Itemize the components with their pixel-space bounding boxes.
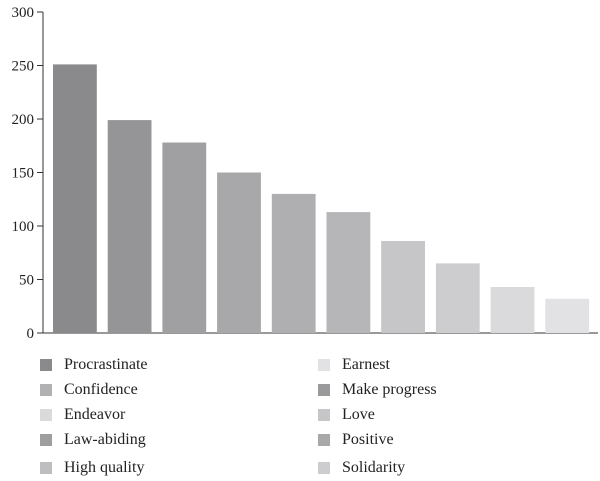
bar-endeavor (490, 287, 535, 333)
y-tick-label: 250 (12, 59, 35, 75)
y-tick-label: 150 (12, 166, 35, 182)
bar-confidence (107, 120, 152, 333)
bar-law-abiding (162, 142, 207, 333)
y-tick-label: 0 (27, 326, 35, 342)
bar-earnest (545, 298, 590, 333)
bar-procrastinate (53, 64, 97, 334)
y-tick-label: 50 (19, 273, 34, 289)
bar-love (381, 241, 425, 333)
bars (53, 64, 590, 334)
bar-solidarity (435, 263, 480, 333)
bar-make-progress (217, 172, 261, 333)
y-tick-label: 200 (12, 112, 35, 128)
y-tick-label: 300 (12, 5, 35, 21)
bar-high-quality (326, 212, 371, 333)
y-tick-label: 100 (12, 219, 35, 235)
y-axis-ticks: 0 50 100 150 200 250 300 (12, 5, 43, 342)
bar-positive (271, 193, 316, 333)
